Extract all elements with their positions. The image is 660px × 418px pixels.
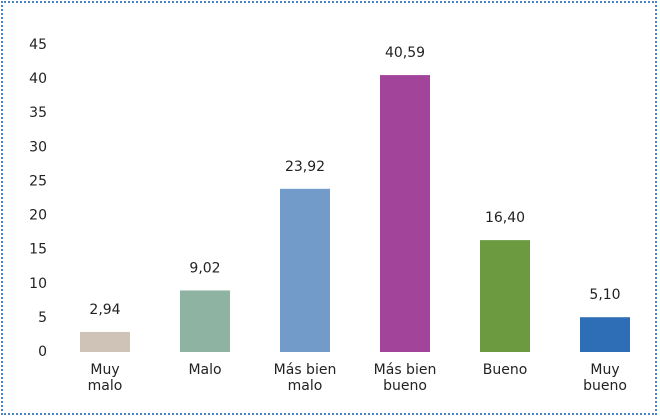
y-tick-label: 40	[29, 71, 47, 87]
x-tick-label: Más bien bueno	[373, 362, 437, 394]
x-tick-label: Malo	[188, 362, 222, 378]
bar	[80, 331, 130, 352]
y-tick-label: 10	[29, 276, 47, 292]
y-tick-label: 20	[29, 208, 47, 224]
y-tick-label: 30	[29, 139, 47, 155]
value-label: 23,92	[285, 159, 325, 175]
x-tick-label: Más bien malo	[273, 362, 337, 394]
y-tick-label: 5	[38, 310, 47, 326]
y-tick-label: 45	[29, 37, 47, 53]
bar	[480, 240, 530, 352]
x-tick-label: Bueno	[482, 362, 528, 378]
y-tick-label: 0	[38, 344, 47, 360]
y-tick-label: 35	[29, 105, 47, 121]
bar	[180, 290, 230, 352]
value-label: 9,02	[189, 260, 220, 276]
value-label: 2,94	[89, 302, 120, 318]
x-tick-label: Muy malo	[87, 362, 123, 394]
y-tick-label: 25	[29, 173, 47, 189]
value-label: 40,59	[385, 45, 425, 61]
x-tick-label: Muy bueno	[583, 362, 627, 394]
value-label: 16,40	[485, 210, 525, 226]
y-tick-label: 15	[29, 242, 47, 258]
value-label: 5,10	[589, 287, 620, 303]
bar	[280, 188, 330, 352]
bar	[580, 317, 630, 352]
bar	[380, 75, 430, 352]
